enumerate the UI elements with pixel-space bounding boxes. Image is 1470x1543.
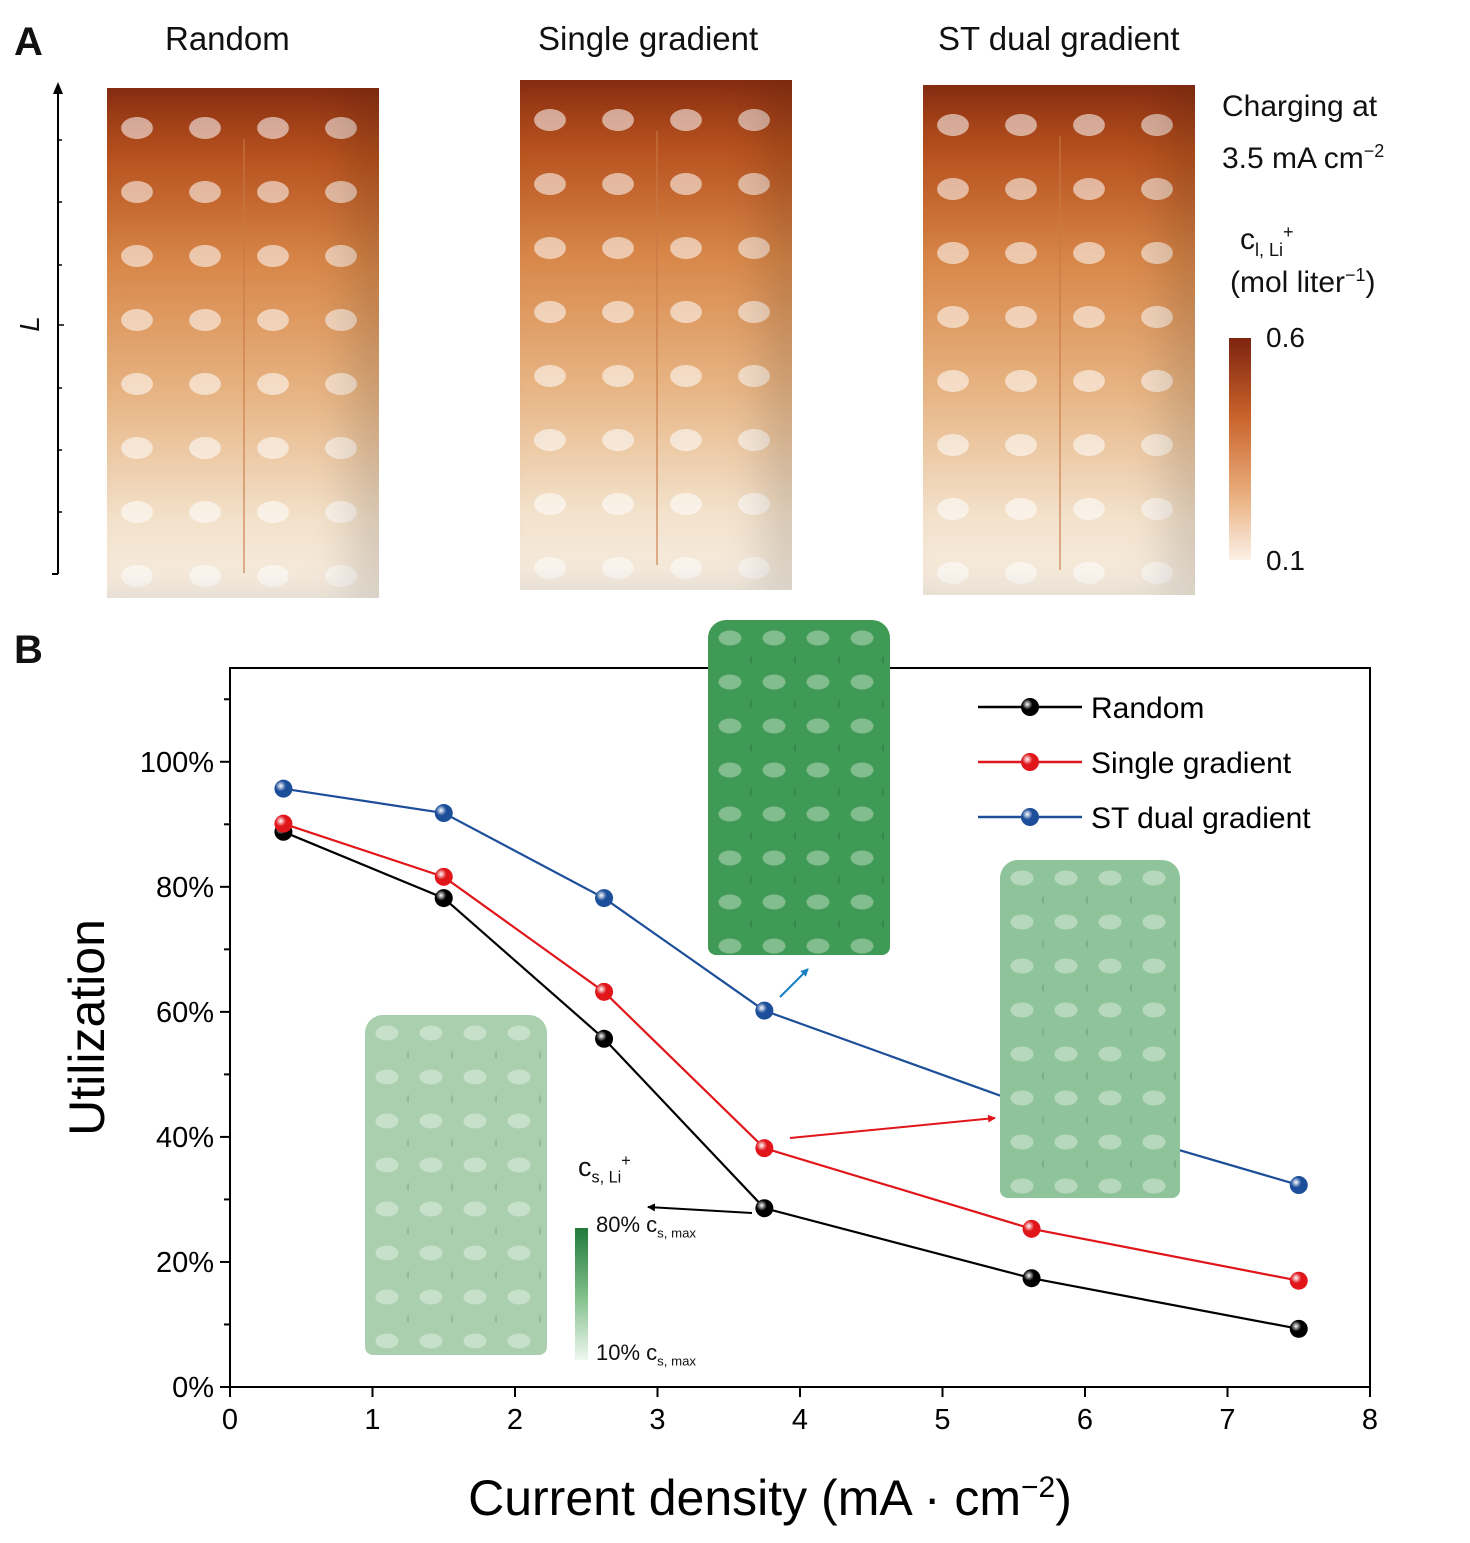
solid-colorbar-max-sub: s, max <box>657 1225 696 1241</box>
legend-marker-single-gradient <box>1021 753 1039 771</box>
data-point-single-gradient <box>1022 1219 1041 1238</box>
data-point-random <box>434 889 453 908</box>
data-point-st-dual-gradient <box>595 889 614 908</box>
x-tick-label: 2 <box>507 1404 523 1436</box>
y-axis-label: Utilization <box>59 919 115 1136</box>
x-tick-label: 3 <box>649 1404 665 1436</box>
data-point-single-gradient <box>274 814 293 833</box>
column-title-random: Random <box>165 20 290 57</box>
electrolyte-colorbar-unit: (mol liter−1) <box>1230 265 1376 300</box>
x-tick-label: 6 <box>1077 1404 1093 1436</box>
colorbar-superscript: + <box>1283 222 1294 242</box>
charging-condition-line1: Charging at <box>1222 90 1378 123</box>
legend-marker-random <box>1021 698 1039 716</box>
x-axis-label-close: ) <box>1055 1470 1072 1526</box>
single-gradient-structure-render <box>520 80 792 590</box>
inset-single-gradient-particles <box>1000 860 1180 1198</box>
data-point-random <box>1289 1319 1308 1338</box>
solid-colorbar-superscript: + <box>621 1152 631 1170</box>
data-point-single-gradient <box>434 867 453 886</box>
y-tick-label: 100% <box>140 747 214 779</box>
x-tick-label: 1 <box>364 1404 380 1436</box>
solid-colorbar <box>575 1228 588 1360</box>
inset-st-dual-gradient-particles <box>708 620 890 955</box>
data-point-random <box>1022 1269 1041 1288</box>
x-axis-label-exponent: −2 <box>1021 1471 1055 1504</box>
random-structure-render <box>107 88 379 598</box>
y-tick-label: 40% <box>156 1122 214 1154</box>
legend-label-single-gradient: Single gradient <box>1091 747 1292 780</box>
data-point-single-gradient <box>1289 1271 1308 1290</box>
x-axis-label: Current density (mA · cm−2) <box>468 1470 1072 1526</box>
inset-random-particles <box>365 1015 547 1355</box>
x-tick-label: 5 <box>934 1404 950 1436</box>
colorbar-unit: (mol liter <box>1230 266 1346 299</box>
y-tick-label: 20% <box>156 1247 214 1279</box>
colorbar-min-label: 0.1 <box>1266 545 1305 576</box>
charging-condition-line2: 3.5 mA cm <box>1222 142 1364 175</box>
solid-colorbar-max-text: 80% c <box>596 1212 658 1237</box>
y-tick-label: 60% <box>156 997 214 1029</box>
column-title-single-gradient: Single gradient <box>538 20 759 57</box>
legend-label-st-dual-gradient: ST dual gradient <box>1091 802 1311 835</box>
x-axis-label-text: Current density (mA · cm <box>468 1470 1021 1526</box>
colorbar-subscript: l, Li <box>1255 240 1284 260</box>
charging-condition: Charging at 3.5 mA cm−2 <box>1222 85 1384 181</box>
solid-colorbar-min-label: 10% cs, max <box>596 1340 696 1368</box>
solid-colorbar-subscript: s, Li <box>591 1168 622 1187</box>
st-dual-gradient-structure-render <box>923 85 1195 595</box>
x-tick-label: 8 <box>1362 1404 1378 1436</box>
x-tick-label: 7 <box>1219 1404 1235 1436</box>
panel-b-letter: B <box>14 628 43 672</box>
series-line-single-gradient <box>283 822 1299 1282</box>
arrow-to-st-dual-inset <box>779 968 809 998</box>
arrow-to-single-inset <box>789 1114 996 1139</box>
colorbar-max-label: 0.6 <box>1266 322 1305 353</box>
data-point-st-dual-gradient <box>274 779 293 798</box>
solid-colorbar-symbol: cs, Li+ <box>578 1152 631 1187</box>
column-title-st-dual-gradient: ST dual gradient <box>938 20 1180 57</box>
x-tick-label: 4 <box>792 1404 808 1436</box>
solid-colorbar-min-sub: s, max <box>657 1353 696 1369</box>
colorbar-symbol: c <box>1240 223 1255 256</box>
electrolyte-colorbar <box>1229 338 1251 560</box>
colorbar-unit-close: ) <box>1365 266 1376 299</box>
data-point-random <box>755 1199 774 1218</box>
charging-condition-exponent: −2 <box>1363 141 1385 161</box>
legend-label-random: Random <box>1091 692 1204 725</box>
series-line-random <box>283 830 1299 1330</box>
data-point-random <box>595 1029 614 1048</box>
electrolyte-colorbar-symbol: cl, Li+ <box>1240 222 1294 261</box>
arrow-to-random-inset <box>647 1203 753 1214</box>
colorbar-unit-exponent: −1 <box>1345 265 1366 285</box>
y-tick-label: 0% <box>172 1372 214 1404</box>
x-tick-label: 0 <box>222 1404 238 1436</box>
data-point-st-dual-gradient <box>434 804 453 823</box>
legend-marker-st-dual-gradient <box>1021 808 1039 826</box>
solid-colorbar-max-label: 80% cs, max <box>596 1212 696 1240</box>
data-point-st-dual-gradient <box>1289 1176 1308 1195</box>
solid-colorbar-min-text: 10% c <box>596 1340 658 1365</box>
y-tick-label: 80% <box>156 872 214 904</box>
solid-colorbar-symbol-text: c <box>578 1152 592 1182</box>
data-point-single-gradient <box>755 1139 774 1158</box>
data-point-st-dual-gradient <box>755 1001 774 1020</box>
panel-a-letter: A <box>14 20 43 64</box>
data-point-single-gradient <box>595 982 614 1001</box>
length-axis <box>52 82 64 575</box>
